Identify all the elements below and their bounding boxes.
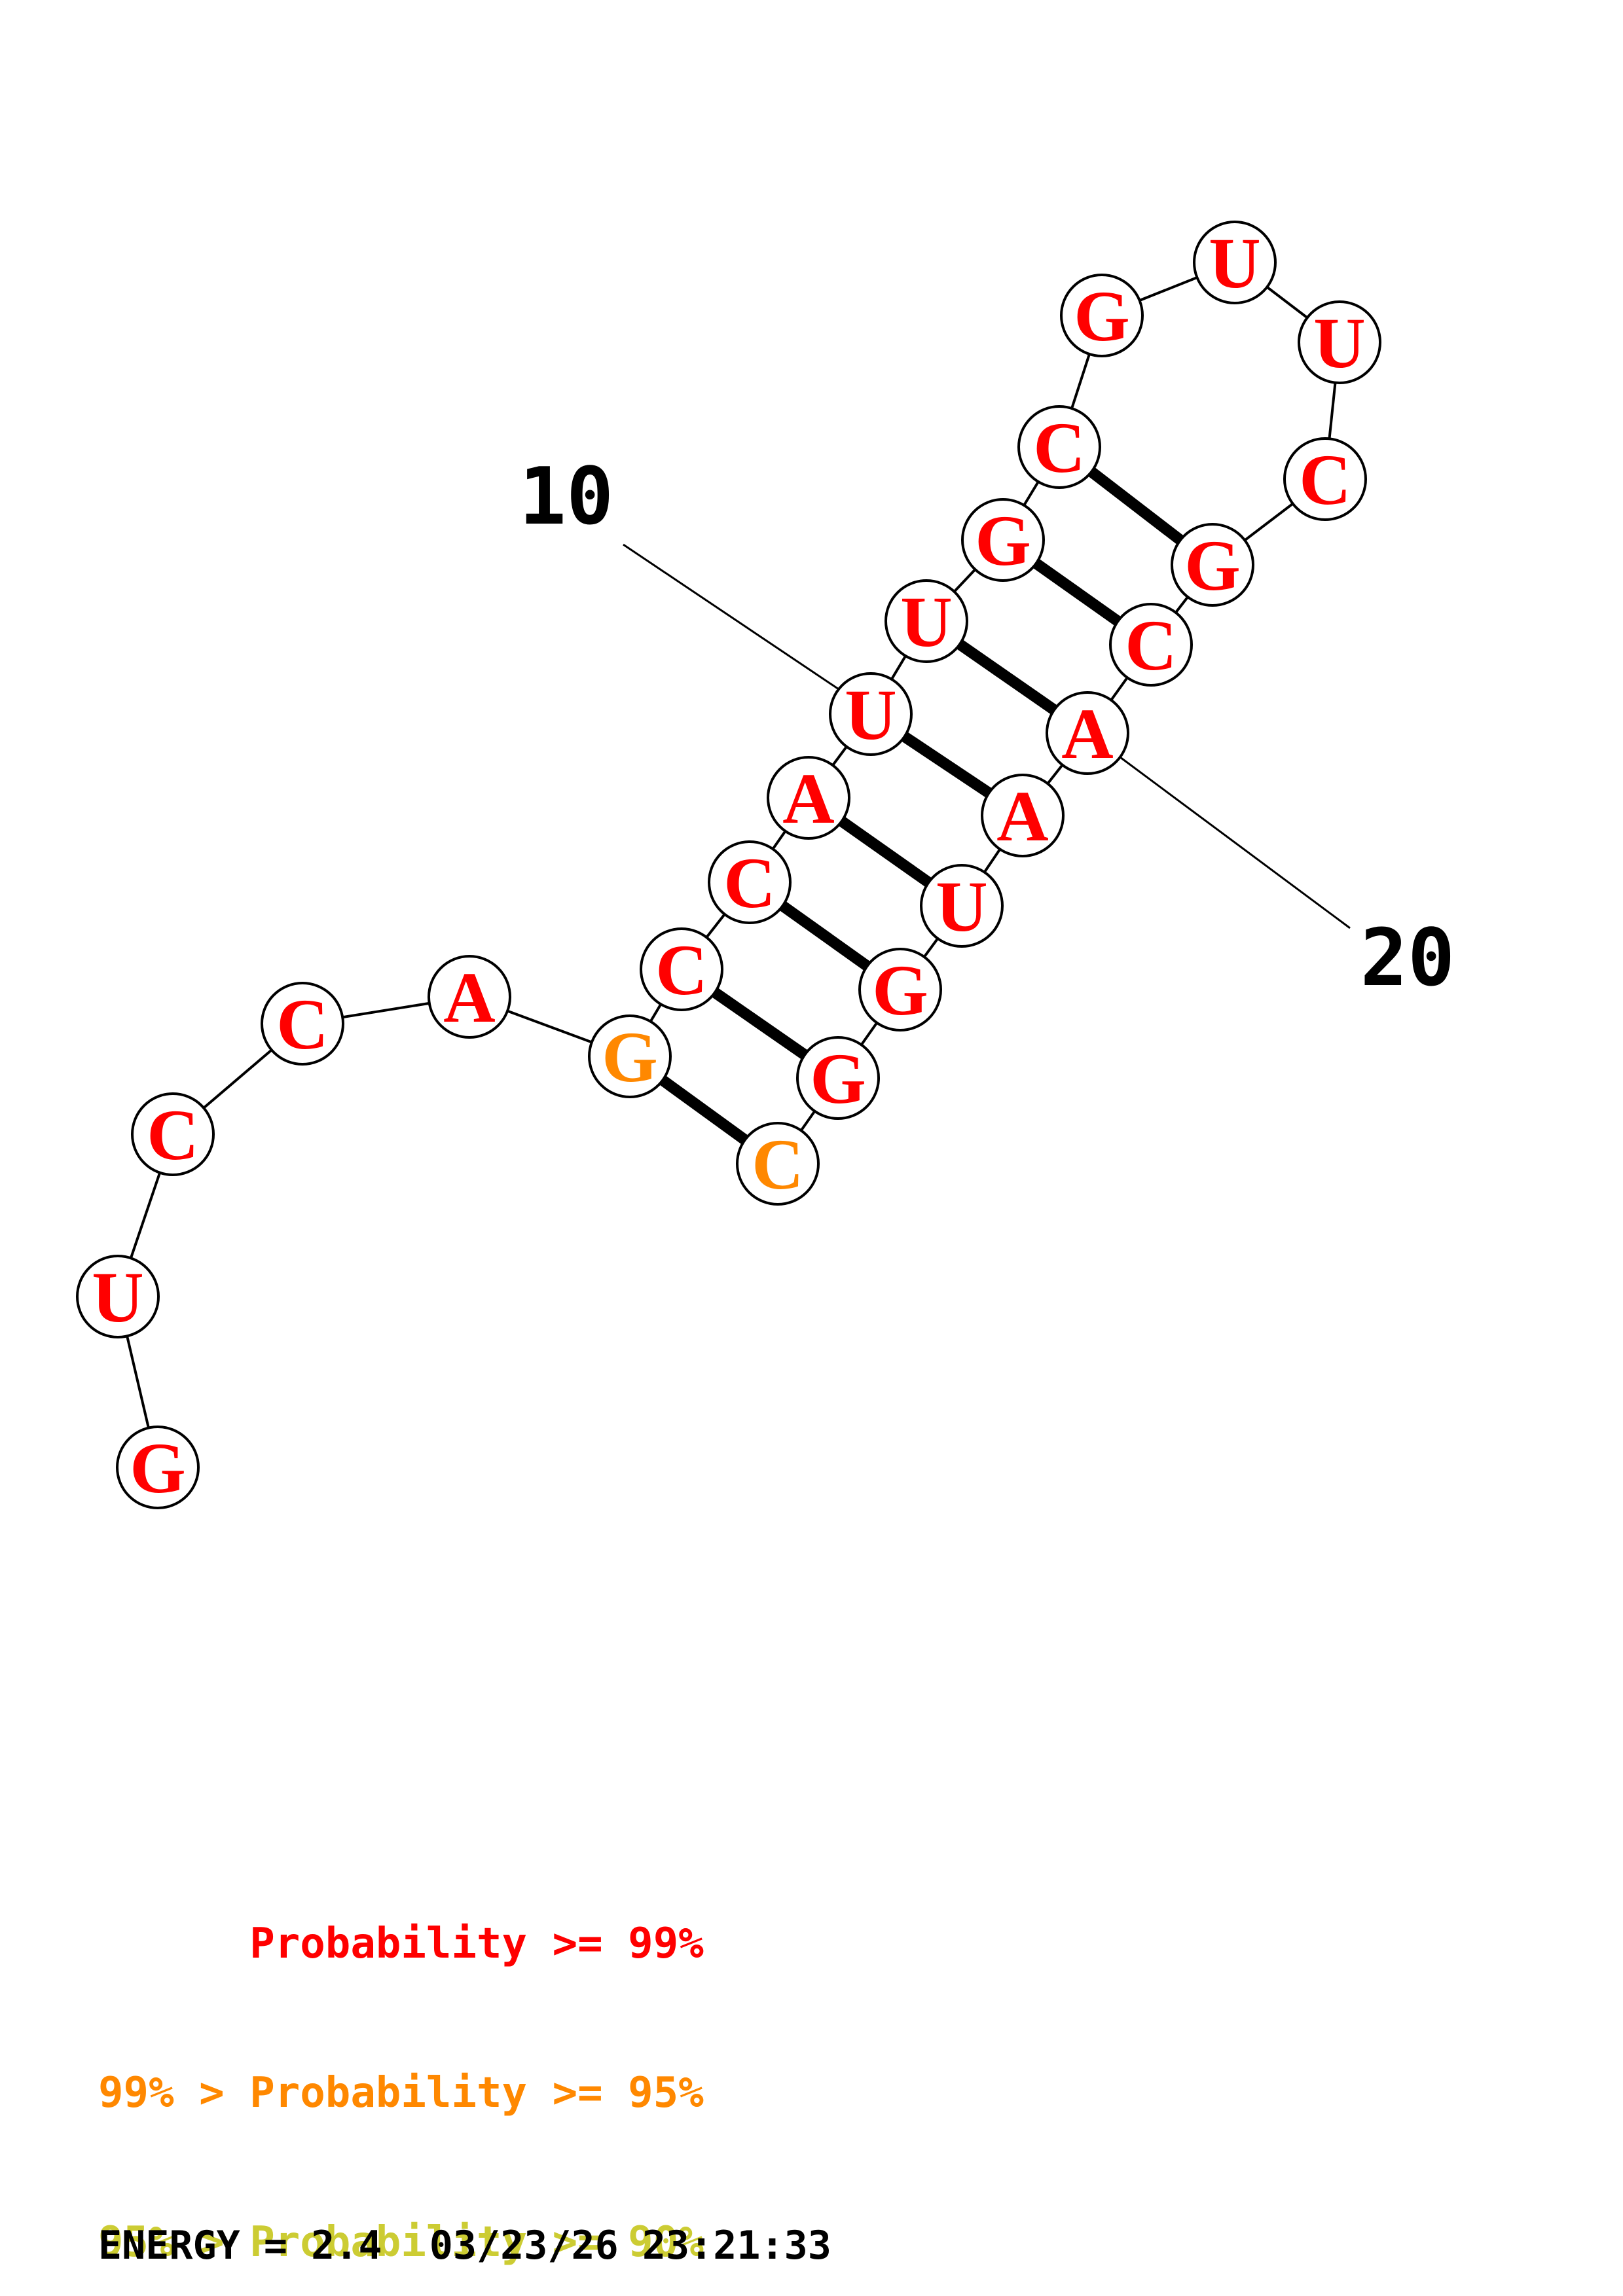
nucleotide-circle xyxy=(981,774,1065,857)
nucleotide-circle xyxy=(1298,300,1381,384)
nucleotide-letter: U xyxy=(845,675,896,755)
nucleotide-letter: C xyxy=(1299,440,1351,520)
legend-row: 95% > Probability >= 90% xyxy=(98,2218,704,2267)
nucleotide-circle xyxy=(708,840,792,924)
nucleotide-letter: U xyxy=(900,582,952,662)
nucleotide-letter: A xyxy=(782,759,834,838)
nucleotide-letter: G xyxy=(602,1017,658,1097)
nucleotide-letter: A xyxy=(1061,694,1113,774)
nucleotide-circle xyxy=(767,756,850,840)
nucleotide-circle xyxy=(1283,437,1367,521)
nucleotide-circle xyxy=(1193,221,1277,304)
nucleotide-letter: G xyxy=(810,1039,866,1119)
nucleotide-circle xyxy=(884,579,968,663)
nucleotide-letter: C xyxy=(752,1124,803,1204)
nucleotide-letter: C xyxy=(655,930,707,1010)
label-leader-line xyxy=(623,543,839,691)
nucleotide-circle xyxy=(736,1122,820,1206)
nucleotide-circle xyxy=(640,927,723,1011)
nucleotide-circle xyxy=(588,1014,672,1098)
nucleotide-circle xyxy=(829,672,913,756)
nucleotide-circle xyxy=(131,1092,215,1176)
labels: 10 20 xyxy=(519,452,1455,1004)
nucleotide-letter: G xyxy=(975,501,1031,581)
nucleotide-letter: A xyxy=(996,776,1048,856)
nucleotide-circle xyxy=(1060,274,1144,357)
pair-lines xyxy=(627,442,1216,1168)
nucleotide-circle xyxy=(920,864,1004,948)
nucleotide-letter: C xyxy=(723,843,775,923)
nucleotide-circle xyxy=(1017,405,1101,489)
nucleotide-letter: A xyxy=(443,958,495,1037)
nucleotide-letter: C xyxy=(276,984,328,1064)
legend-row: 99% > Probability >= 95% xyxy=(98,2069,704,2117)
nucleotide-circle xyxy=(1171,523,1254,607)
nucleotide-circle xyxy=(1109,603,1193,687)
nucleotide-letter: G xyxy=(1184,526,1241,605)
nucleotide-circle xyxy=(428,955,511,1039)
nucleotide-letter: G xyxy=(872,950,928,1030)
nucleotide-circle xyxy=(261,982,344,1066)
nucleotide-letter: G xyxy=(1074,276,1130,356)
label-leader-line xyxy=(1120,756,1351,929)
sequence-position-label: 20 xyxy=(1360,913,1455,1004)
nucleotide-circle xyxy=(76,1255,160,1338)
probability-legend: Probability >= 99% 99% > Probability >= … xyxy=(98,1820,704,2296)
legend-row: Probability >= 99% xyxy=(98,1920,704,1968)
nucleotide-letter: U xyxy=(1209,223,1260,303)
nucleotide-letter: C xyxy=(1125,605,1176,685)
nucleotide-circle xyxy=(961,498,1045,582)
nucleotide-circle xyxy=(116,1426,200,1509)
nucleotide-circle xyxy=(796,1036,880,1120)
nucleotide-circle xyxy=(858,948,942,1031)
nucleotide-letter: C xyxy=(147,1095,198,1175)
sequence-position-label: 10 xyxy=(519,452,614,543)
nucleotide-letter: U xyxy=(92,1257,143,1337)
nucleotide-letter: U xyxy=(936,867,987,946)
nucleotide-letter: U xyxy=(1313,303,1365,383)
energy-line: ENERGY = 2.4 03/23/26 23:21:33 xyxy=(98,2223,831,2269)
nucleotide-letter: C xyxy=(1033,408,1085,488)
nucleotide-letter: G xyxy=(130,1428,186,1508)
nucleotide-circle xyxy=(1046,691,1129,775)
